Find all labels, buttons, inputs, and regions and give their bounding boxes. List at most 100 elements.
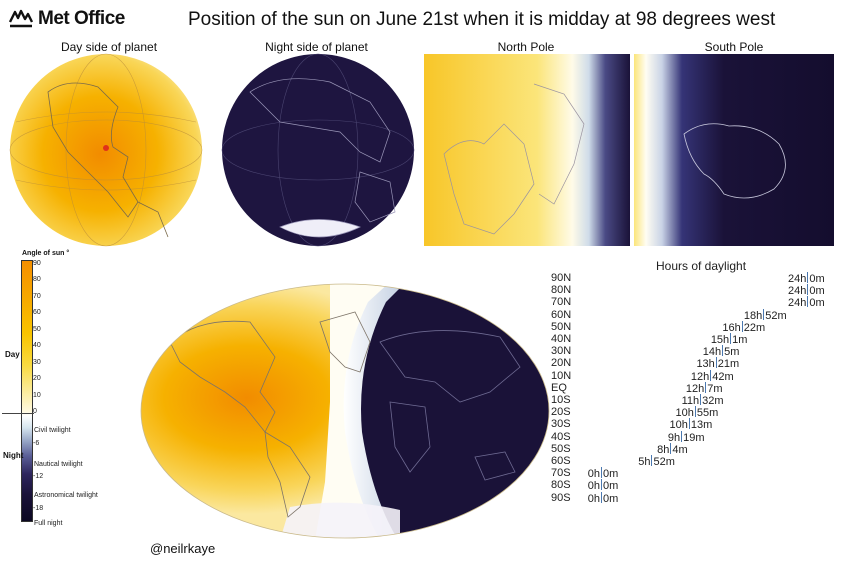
daylight-row-latitude: 40N (551, 333, 572, 345)
daylight-separator (681, 430, 683, 442)
daylight-minutes: 7m (707, 382, 723, 395)
daylight-row-latitude: EQ (551, 381, 567, 394)
daylight-separator (670, 442, 672, 454)
legend-tick-label: 30 (33, 358, 41, 366)
legend-tick-label: 10 (33, 391, 41, 399)
daylight-hours: 0h (587, 468, 600, 481)
daylight-minutes: 52m (765, 309, 787, 322)
daylight-separator (741, 320, 743, 332)
daylight-row-value: 0h 0m (576, 467, 618, 480)
daylight-row-value: 15h 1m (705, 333, 747, 346)
daylight-separator (807, 296, 809, 308)
daylight-hours: 10h (669, 419, 688, 432)
night-side-label: Night side of planet (265, 40, 368, 54)
daylight-row-latitude: 90N (551, 272, 572, 284)
daylight-row-latitude: 20S (551, 406, 571, 419)
daylight-row-latitude: 70N (551, 296, 572, 309)
night-side-globe (221, 53, 415, 247)
daylight-separator (807, 284, 809, 296)
civil-twilight-label: Civil twilight (34, 427, 71, 434)
daylight-minutes: 21m (717, 358, 740, 371)
daylight-minutes: 22m (743, 321, 766, 334)
daylight-hours: 9h (667, 431, 681, 444)
daylight-row-value: 13h 21m (691, 357, 739, 370)
daylight-hours: 0h (587, 480, 600, 493)
legend-tick-label: 20 (33, 375, 41, 383)
daylight-separator (601, 467, 602, 479)
daylight-separator (601, 479, 602, 491)
daylight-hours: 16h (722, 321, 741, 334)
daylight-minutes: 52m (653, 456, 675, 468)
daylight-row-latitude: 10S (551, 394, 571, 406)
daylight-row-latitude: 90S (551, 491, 571, 504)
daylight-separator (715, 357, 717, 369)
legend-title: Angle of sun ° (22, 250, 70, 257)
daylight-hours: 5h (638, 456, 651, 468)
daylight-hours: 24h (788, 285, 807, 298)
daylight-row-latitude: 30N (551, 345, 572, 358)
daylight-minutes: 32m (702, 395, 724, 407)
full-night-label: Full night (34, 520, 63, 527)
legend-tick-label: -6 (33, 440, 40, 448)
daylight-hours: 13h (696, 358, 715, 371)
daylight-row-value: 24h 0m (782, 272, 825, 285)
legend-tick-label: 60 (33, 309, 41, 317)
daylight-row-latitude: 30S (551, 418, 571, 431)
nautical-twilight-label: Nautical twilight (34, 461, 83, 468)
daylight-separator (651, 455, 653, 466)
daylight-minutes: 0m (809, 285, 825, 298)
daylight-row-latitude: 50N (551, 320, 572, 333)
daylight-row-value: 24h 0m (782, 296, 825, 310)
met-office-logo-icon (8, 9, 34, 28)
daylight-row-value: 5h 52m (626, 455, 675, 468)
daylight-row-value: 0h 0m (576, 491, 619, 505)
daylight-row-value: 0h 0m (576, 479, 618, 492)
daylight-hours: 18h (743, 309, 763, 322)
daylight-minutes: 0m (809, 273, 825, 285)
daylight-row-latitude: 80N (551, 284, 572, 297)
daylight-minutes: 5m (724, 346, 740, 359)
daylight-row-value: 24h 0m (782, 284, 825, 298)
credit-handle: @neilrkaye (150, 541, 216, 556)
daylight-row-value: 14h 5m (697, 345, 739, 358)
daylight-row-latitude: 70S (551, 467, 571, 480)
daylight-minutes: 0m (603, 468, 619, 481)
daylight-minutes: 4m (672, 443, 688, 456)
daylight-minutes: 0m (603, 492, 619, 505)
daylight-separator (807, 272, 809, 283)
daylight-hours: 24h (788, 273, 807, 285)
daylight-minutes: 55m (696, 407, 719, 420)
daylight-row-value: 12h 7m (680, 381, 723, 395)
daylight-minutes: 0m (809, 297, 825, 310)
north-pole-label: North Pole (497, 40, 555, 54)
day-side-globe (9, 53, 203, 247)
daylight-separator (688, 418, 690, 430)
astronomical-twilight-label: Astronomical twilight (34, 492, 98, 499)
hours-of-daylight-title: Hours of daylight (656, 259, 747, 273)
daylight-row-latitude: 10N (551, 369, 572, 382)
daylight-row-value: 11h 32m (675, 394, 724, 407)
daylight-hours: 11h (681, 395, 700, 407)
legend-tick-label: -18 (33, 505, 44, 512)
daylight-separator (705, 381, 707, 393)
logo-text: Met Office (38, 8, 125, 29)
daylight-minutes: 1m (732, 334, 748, 346)
legend-tick-label: -12 (33, 472, 44, 480)
daylight-separator (710, 369, 712, 381)
daylight-row-latitude: 50S (551, 442, 571, 455)
daylight-hours: 0h (587, 492, 600, 505)
legend-tick-label: 0 (33, 408, 37, 415)
north-pole-map (424, 54, 630, 246)
daylight-separator (763, 308, 765, 320)
legend-tick-label: 80 (33, 276, 41, 284)
day-label: Day (5, 350, 20, 359)
daylight-separator (722, 345, 724, 357)
sun-angle-colorbar (21, 260, 33, 522)
daylight-row-latitude: 20N (551, 357, 572, 370)
world-map (140, 283, 550, 539)
legend-tick-label: 40 (33, 342, 41, 350)
daylight-minutes: 0m (603, 480, 619, 493)
daylight-separator (694, 406, 696, 418)
daylight-row-latitude: 60N (551, 308, 572, 321)
daylight-row-value: 18h 52m (738, 308, 787, 322)
